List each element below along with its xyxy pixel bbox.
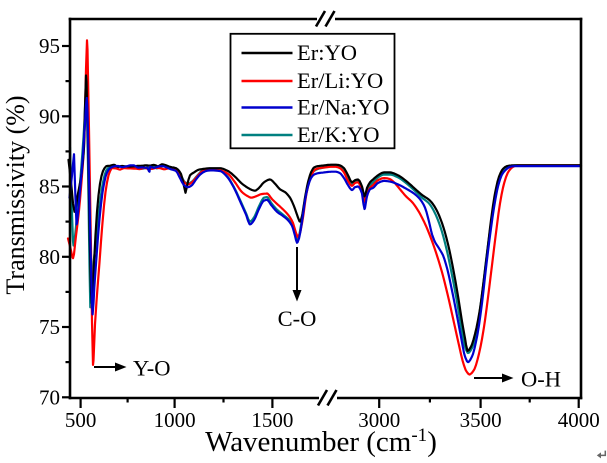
svg-text:O-H: O-H <box>521 367 561 392</box>
svg-text:75: 75 <box>39 315 60 339</box>
svg-text:Er/Na:YO: Er/Na:YO <box>297 95 389 120</box>
svg-text:80: 80 <box>39 245 60 269</box>
svg-text:Transmissivity (%): Transmissivity (%) <box>1 95 30 294</box>
svg-text:1500: 1500 <box>251 408 293 432</box>
svg-text:Er:YO: Er:YO <box>297 40 357 65</box>
svg-text:Wavenumber (cm-1): Wavenumber (cm-1) <box>205 425 437 459</box>
svg-text:85: 85 <box>39 175 60 199</box>
svg-text:95: 95 <box>39 34 60 58</box>
svg-text:C-O: C-O <box>278 306 317 331</box>
svg-text:90: 90 <box>39 104 60 128</box>
svg-text:70: 70 <box>39 385 60 409</box>
svg-text:500: 500 <box>65 408 97 432</box>
svg-text:Er/K:YO: Er/K:YO <box>297 122 380 147</box>
svg-text:3000: 3000 <box>358 408 400 432</box>
svg-text:4000: 4000 <box>558 408 600 432</box>
svg-text:3500: 3500 <box>460 408 502 432</box>
svg-text:Y-O: Y-O <box>133 356 171 381</box>
svg-text:1000: 1000 <box>154 408 196 432</box>
svg-text:Er/Li:YO: Er/Li:YO <box>297 68 383 93</box>
